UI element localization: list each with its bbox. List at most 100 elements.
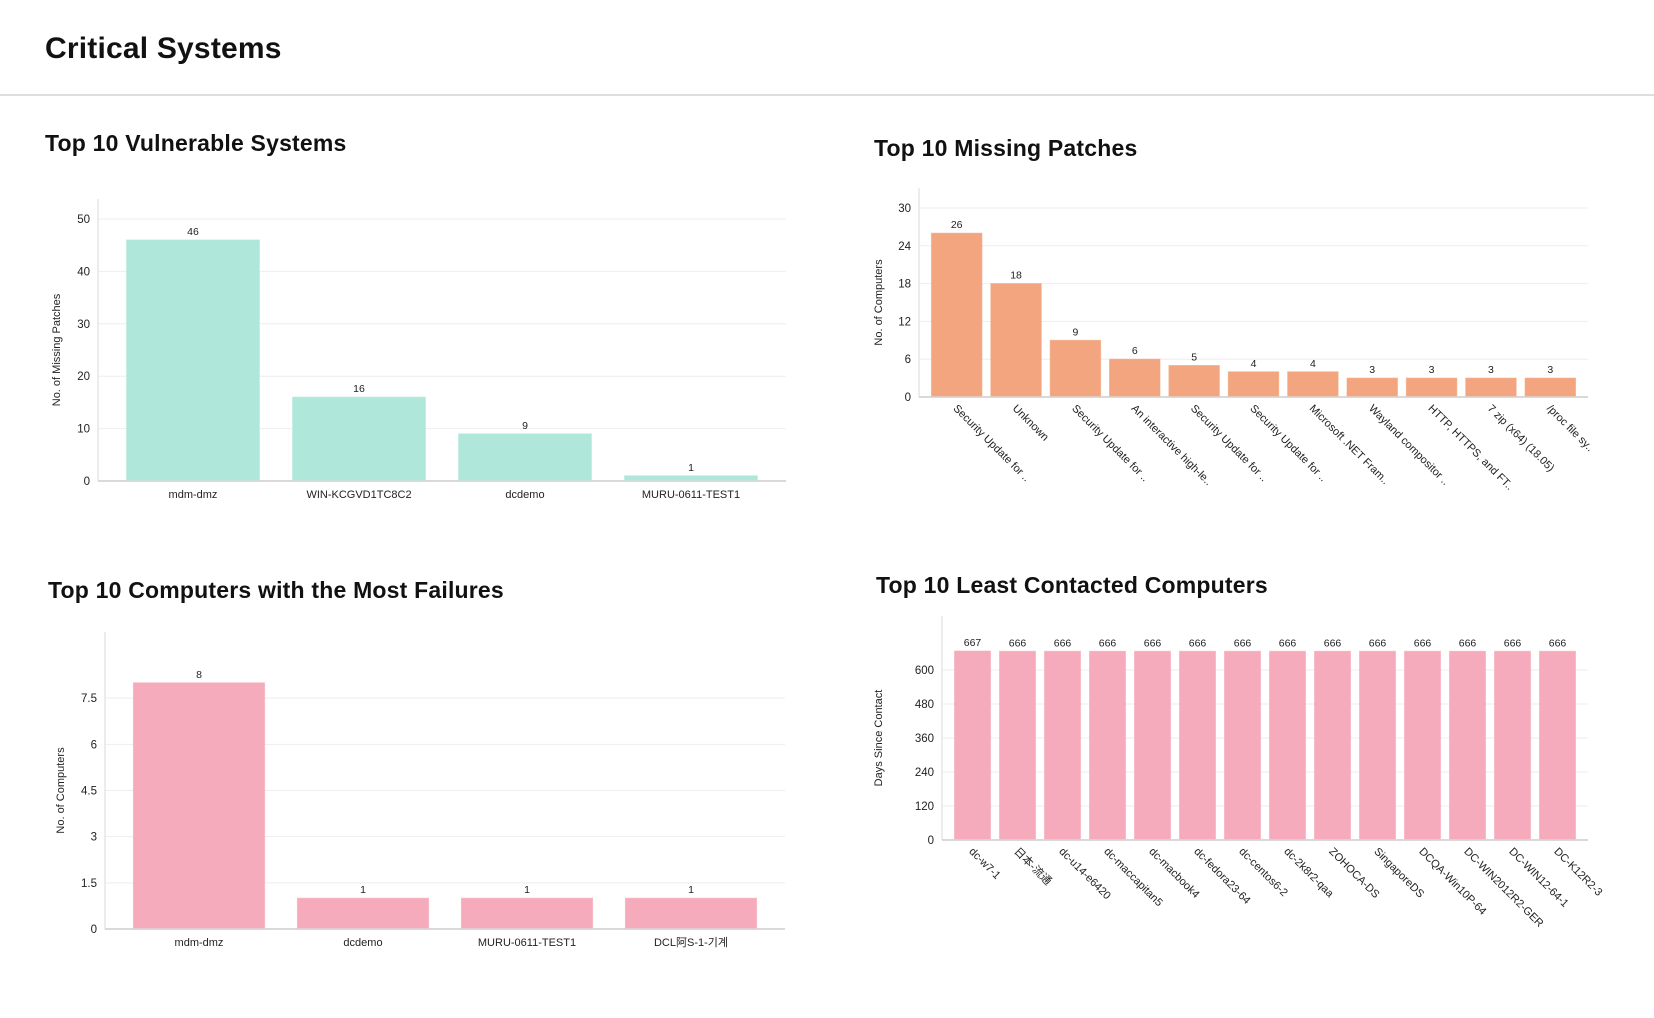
- bar-contacted[interactable]: [1314, 650, 1351, 840]
- bar-contacted[interactable]: [1224, 650, 1261, 840]
- y-tick-label: 12: [898, 316, 911, 328]
- bar-missing[interactable]: [1405, 377, 1458, 397]
- bar-missing[interactable]: [1287, 371, 1339, 397]
- data-label: 666: [1099, 637, 1117, 649]
- bar-missing[interactable]: [1346, 377, 1398, 397]
- y-tick-label: 7.5: [81, 693, 97, 705]
- bar-missing[interactable]: [930, 232, 983, 397]
- bar-missing[interactable]: [1168, 365, 1220, 397]
- y-tick-label: 50: [77, 214, 90, 226]
- bar-vulnerable[interactable]: [126, 239, 260, 481]
- data-label: 666: [1009, 637, 1027, 649]
- x-tick-label: mdm-dmz: [175, 937, 224, 949]
- y-tick-label: 30: [898, 203, 911, 215]
- y-tick-label: 24: [898, 241, 911, 253]
- y-tick-label: 600: [915, 665, 934, 677]
- bar-failures[interactable]: [460, 897, 594, 929]
- x-tick-label: mdm-dmz: [169, 489, 218, 501]
- data-label: 666: [1504, 637, 1522, 649]
- y-tick-label: 40: [77, 266, 90, 278]
- y-tick-label: 0: [91, 924, 97, 936]
- bar-failures[interactable]: [296, 897, 430, 929]
- bar-missing[interactable]: [1524, 377, 1577, 397]
- data-label: 9: [1072, 326, 1078, 338]
- y-tick-label: 10: [77, 424, 90, 436]
- data-label: 26: [951, 219, 963, 231]
- data-label: 46: [187, 226, 199, 238]
- vulnerable-plot: 0 10 20 30 40 50 No. of Missing Patches 46 mdm-d…: [51, 199, 786, 501]
- bar-contacted[interactable]: [1179, 650, 1216, 840]
- data-label: 666: [1369, 637, 1387, 649]
- data-label: 1: [360, 884, 366, 896]
- most-failures-title: Top 10 Computers with the Most Failures: [48, 577, 504, 603]
- y-tick-label: 0: [928, 835, 934, 847]
- y-tick-label: 18: [898, 279, 911, 291]
- data-label: 666: [1144, 637, 1162, 649]
- y-tick-label: 20: [77, 371, 90, 383]
- y-tick-label: 0: [905, 392, 911, 404]
- bar-missing[interactable]: [1465, 377, 1517, 397]
- y-tick-label: 0: [84, 476, 90, 488]
- bar-contacted[interactable]: [1539, 650, 1576, 840]
- data-label: 3: [1488, 364, 1494, 376]
- data-label: 666: [1234, 637, 1252, 649]
- y-tick-label: 360: [915, 733, 934, 745]
- contacted-plot: 0 120 240 360 480 600 Days Since Contact 667 dc-…: [873, 616, 1604, 930]
- x-tick-label: MURU-0611-TEST1: [478, 937, 576, 949]
- bar-failures[interactable]: [624, 897, 758, 929]
- y-tick-label: 6: [91, 739, 97, 751]
- failures-plot: 0 1.5 3 4.5 6 7.5 No. of Computers 8 mdm-dmz 1 dcd…: [55, 632, 785, 949]
- x-tick-label: WIN-KCGVD1TC8C2: [306, 489, 411, 501]
- data-label: 1: [524, 884, 530, 896]
- y-tick-label: 3: [91, 832, 97, 844]
- data-label: 666: [1279, 637, 1297, 649]
- data-label: 666: [1324, 637, 1342, 649]
- y-tick-label: 480: [915, 699, 934, 711]
- data-label: 18: [1010, 270, 1022, 282]
- bar-missing[interactable]: [1109, 358, 1161, 397]
- missing-patches-title: Top 10 Missing Patches: [874, 135, 1138, 161]
- data-label: 9: [522, 420, 528, 432]
- bar-vulnerable[interactable]: [292, 396, 426, 481]
- bar-missing[interactable]: [1227, 371, 1280, 397]
- bar-contacted[interactable]: [1134, 650, 1171, 840]
- data-label: 666: [1189, 637, 1207, 649]
- data-label: 666: [1549, 637, 1567, 649]
- bar-vulnerable[interactable]: [458, 433, 592, 481]
- bar-contacted[interactable]: [1449, 650, 1486, 840]
- page-header: Critical Systems: [0, 0, 1654, 96]
- data-label: 666: [1414, 637, 1432, 649]
- bar-contacted[interactable]: [1404, 650, 1441, 840]
- bar-contacted[interactable]: [954, 650, 991, 840]
- y-tick-label: 120: [915, 801, 934, 813]
- bar-contacted[interactable]: [1494, 650, 1531, 840]
- data-label: 8: [196, 669, 202, 681]
- bar-contacted[interactable]: [1269, 650, 1306, 840]
- bar-contacted[interactable]: [1044, 650, 1081, 840]
- bar-contacted[interactable]: [1359, 650, 1396, 840]
- bar-contacted[interactable]: [1089, 650, 1126, 840]
- y-tick-label: 30: [77, 319, 90, 331]
- data-label: 3: [1429, 364, 1435, 376]
- bar-vulnerable[interactable]: [624, 475, 758, 481]
- x-tick-label: DCL阿S-1-기계: [654, 936, 728, 949]
- y-axis-title: No. of Missing Patches: [51, 293, 63, 406]
- bar-missing[interactable]: [1049, 339, 1102, 397]
- x-tick-label: MURU-0611-TEST1: [642, 489, 740, 501]
- y-axis-title: Days Since Contact: [873, 690, 885, 787]
- bar-failures[interactable]: [132, 682, 266, 929]
- data-label: 5: [1191, 352, 1197, 364]
- bar-contacted[interactable]: [999, 650, 1036, 840]
- x-tick-label: dc-w7-1: [966, 846, 1002, 882]
- data-label: 666: [1459, 637, 1477, 649]
- data-label: 3: [1547, 364, 1553, 376]
- x-tick-label: 日本-流通: [1011, 844, 1055, 888]
- y-tick-label: 6: [905, 354, 911, 366]
- data-label: 6: [1132, 345, 1138, 357]
- y-tick-label: 4.5: [81, 786, 97, 798]
- bar-missing[interactable]: [990, 283, 1042, 397]
